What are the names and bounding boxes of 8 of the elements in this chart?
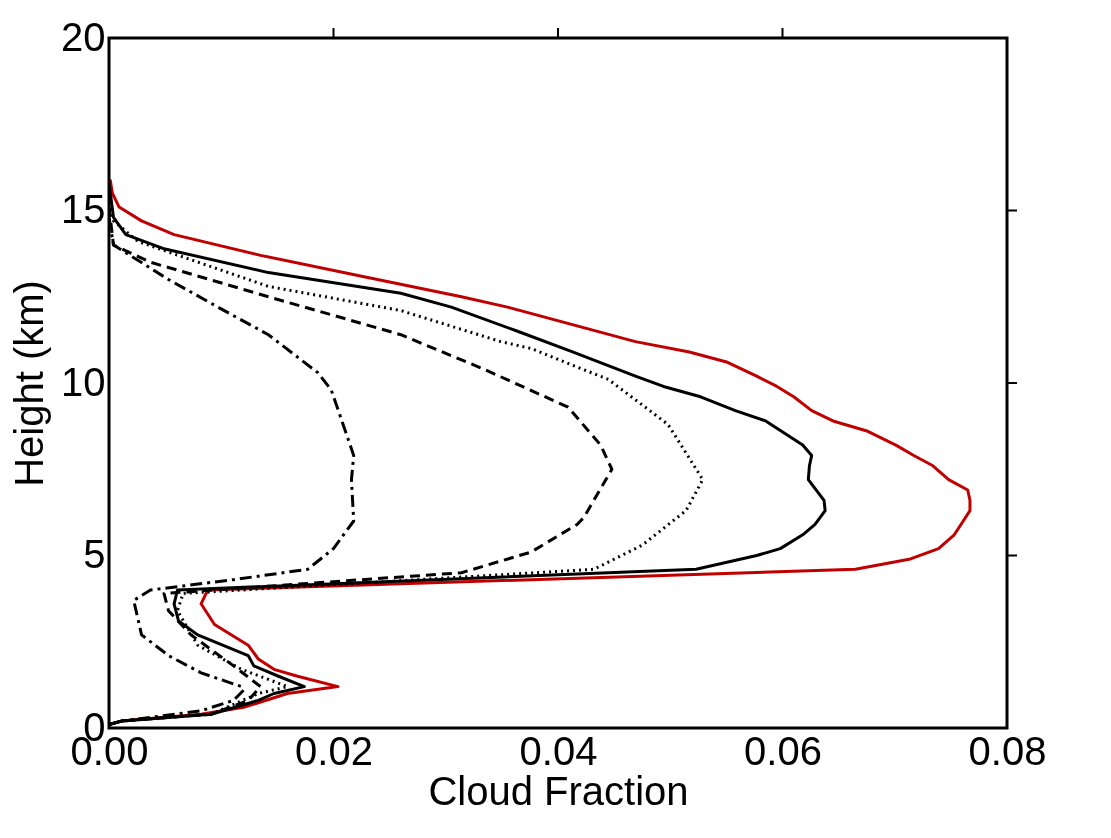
x-tick-label: 0.08 [968,728,1047,773]
y-tick-label: 5 [83,532,106,576]
x-tick-label: 0.02 [295,728,373,773]
y-tick-label: 10 [61,359,106,404]
y-axis-title: Height (km) [7,280,52,487]
y-tick-label: 15 [61,187,106,231]
y-tick-label: 20 [61,14,106,59]
x-tick-label: 0.06 [744,728,822,773]
